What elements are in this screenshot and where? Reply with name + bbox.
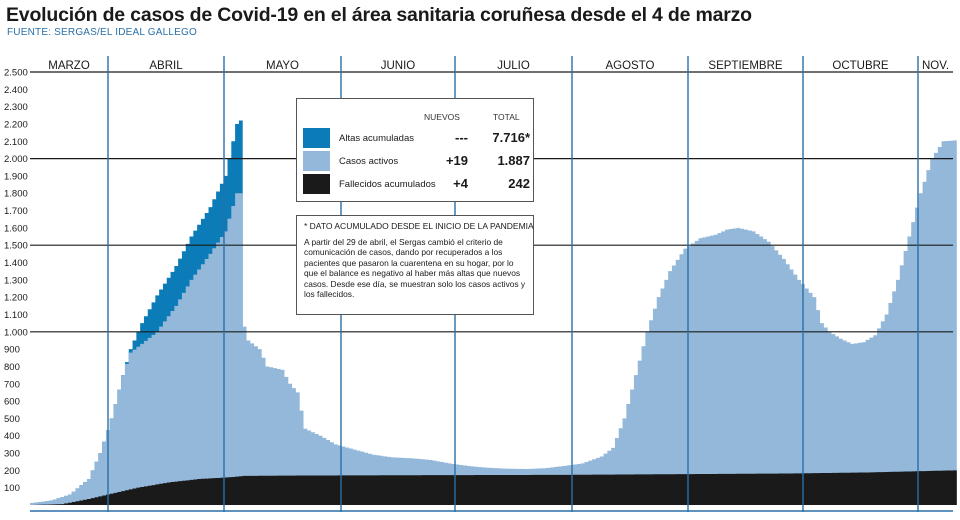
month-label: MAYO: [266, 60, 299, 72]
y-tick-label: 1.500: [4, 241, 28, 252]
legend-swatch: [303, 128, 330, 148]
y-tick-label: 1.700: [4, 206, 28, 217]
month-label: JUNIO: [381, 60, 416, 72]
legend-label: Casos activos: [339, 156, 399, 167]
y-tick-label: 900: [4, 345, 20, 356]
month-label: AGOSTO: [606, 60, 655, 72]
y-tick-label: 2.000: [4, 154, 28, 165]
legend-row-activos: Casos activos +19 1.887: [303, 151, 530, 173]
y-tick-label: 2.300: [4, 102, 28, 113]
month-grid: [30, 56, 953, 512]
y-tick-label: 500: [4, 414, 20, 425]
y-tick-label: 800: [4, 362, 20, 373]
y-tick-label: 200: [4, 466, 20, 477]
month-label: NOV.: [922, 60, 949, 72]
y-tick-label: 2.200: [4, 119, 28, 130]
y-tick-label: 600: [4, 397, 20, 408]
y-tick-label: 1.400: [4, 258, 28, 269]
legend-swatch: [303, 151, 330, 171]
legend-label: Altas acumuladas: [339, 133, 414, 144]
legend-head-total: TOTAL: [493, 112, 520, 122]
legend-label: Fallecidos acumulados: [339, 179, 436, 190]
month-labels: MARZO ABRIL MAYO JUNIO JULIO AGOSTO SEPTIEMBRE…: [48, 60, 949, 72]
chart-title: Evolución de casos de Covid-19 en el áre…: [6, 4, 752, 26]
month-label: OCTUBRE: [832, 60, 889, 72]
legend-total: 7.716*: [492, 130, 530, 145]
legend-row-fallecidos: Fallecidos acumulados +4 242: [303, 174, 530, 196]
y-tick-label: 1.900: [4, 171, 28, 182]
month-label: MARZO: [48, 60, 90, 72]
y-tick-label: 100: [4, 483, 20, 494]
y-tick-label: 300: [4, 449, 20, 460]
y-tick-label: 1.300: [4, 275, 28, 286]
legend-new: +4: [453, 176, 468, 191]
chart-source: FUENTE: SERGAS/EL IDEAL GALLEGO: [7, 27, 197, 38]
area-layers: [30, 120, 957, 505]
month-label: SEPTIEMBRE: [708, 60, 782, 72]
y-tick-label: 700: [4, 379, 20, 390]
series-fallecidos-area: [30, 470, 957, 505]
month-label: JULIO: [497, 60, 530, 72]
y-tick-label: 1.200: [4, 293, 28, 304]
y-tick-label: 2.500: [4, 68, 28, 79]
methodology-note: * DATO ACUMULADO DESDE EL INICIO DE LA P…: [296, 215, 534, 315]
note-title: * DATO ACUMULADO DESDE EL INICIO DE LA P…: [304, 221, 534, 231]
y-tick-label: 1.600: [4, 223, 28, 234]
legend-total: 242: [508, 176, 530, 191]
y-axis: 100 200 300 400 500 600 700 800 900 1.000 1.100 1.2…: [4, 68, 28, 495]
y-tick-label: 1.800: [4, 189, 28, 200]
legend-row-altas: Altas acumuladas --- 7.716*: [303, 128, 530, 150]
legend-new: ---: [455, 130, 468, 145]
legend-head-new: NUEVOS: [424, 112, 460, 122]
month-label: ABRIL: [149, 60, 183, 72]
y-tick-label: 2.400: [4, 85, 28, 96]
y-tick-label: 2.100: [4, 137, 28, 148]
y-tick-label: 400: [4, 431, 20, 442]
y-tick-label: 1.000: [4, 327, 28, 338]
legend-new: +19: [445, 153, 468, 168]
series-activos-area: [30, 140, 957, 505]
legend-total: 1.887: [497, 153, 530, 168]
note-text: A partir del 29 de abril, el Sergas camb…: [304, 237, 526, 300]
legend-swatch: [303, 174, 330, 194]
legend: NUEVOS TOTAL Altas acumuladas --- 7.716*…: [296, 98, 534, 202]
y-tick-label: 1.100: [4, 310, 28, 321]
